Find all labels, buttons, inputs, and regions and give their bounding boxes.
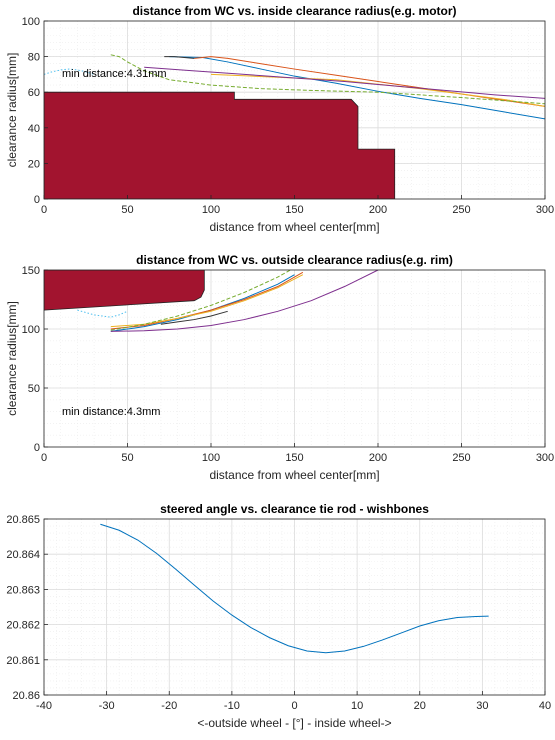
x-tick-label: -40 [36, 700, 52, 712]
x-tick-label: 100 [202, 452, 220, 464]
y-tick-label: 100 [22, 16, 40, 28]
clearance-obstacle [44, 91, 396, 199]
y-tick-label: 20.863 [6, 584, 40, 596]
x-tick-label: 100 [202, 204, 220, 216]
chart-title: steered angle vs. clearance tie rod - wi… [160, 502, 429, 516]
y-tick-label: 20.864 [6, 549, 40, 561]
y-tick-label: 20 [28, 158, 40, 170]
series-line-7 [164, 56, 195, 59]
chart-1: 0 50 100 150 200 250 300 0 20 40 60 80 100 distance f… [5, 4, 554, 234]
x-axis-label: distance from wheel center[mm] [209, 220, 379, 234]
x-tick-label: 20 [414, 700, 426, 712]
series-line-5 [110, 270, 292, 331]
x-tick-label: 30 [476, 700, 488, 712]
x-tick-label: 250 [452, 204, 470, 216]
x-axis-label: distance from wheel center[mm] [209, 468, 379, 482]
x-tick-label: 10 [351, 700, 363, 712]
x-tick-label: 50 [121, 452, 133, 464]
series-line-5 [110, 54, 545, 105]
x-tick-label: 0 [41, 452, 47, 464]
y-tick-label: 0 [34, 194, 40, 206]
chart-title: distance from WC vs. inside clearance ra… [132, 4, 456, 18]
series-line-1 [169, 56, 545, 120]
x-tick-label: -20 [161, 700, 177, 712]
y-tick-label: 40 [28, 123, 40, 135]
y-tick-label: 20.862 [6, 620, 40, 632]
y-tick-label: 20.865 [6, 514, 40, 526]
y-tick-label: 80 [28, 52, 40, 64]
series-line-1 [100, 523, 489, 654]
x-tick-label: 300 [536, 452, 554, 464]
x-tick-label: 150 [285, 452, 303, 464]
x-axis-label: <-outside wheel - [°] - inside wheel-> [197, 716, 391, 730]
y-tick-label: 50 [28, 383, 40, 395]
y-tick-label: 100 [22, 324, 40, 336]
chart-2: 0 50 100 150 200 250 300 0 50 100 150 distance from… [5, 253, 554, 482]
x-tick-label: 0 [291, 700, 297, 712]
y-tick-label: 60 [28, 87, 40, 99]
series-line-2 [110, 271, 304, 330]
y-tick-label: 20.86 [12, 690, 40, 702]
x-tick-label: 150 [285, 204, 303, 216]
series-line-7 [160, 310, 228, 325]
x-tick-label: -10 [224, 700, 240, 712]
x-tick-label: 40 [539, 700, 551, 712]
series-line-4 [110, 270, 379, 332]
y-tick-label: 20.861 [6, 655, 40, 667]
chart-title: distance from WC vs. outside clearance r… [136, 253, 453, 267]
clearance-obstacle [44, 270, 205, 311]
y-axis-label: clearance radius[mm] [5, 53, 19, 168]
series-line-6 [44, 68, 95, 75]
x-tick-label: 200 [369, 452, 387, 464]
chart-3: -40 -30 -20 -10 0 10 20 30 40 20.86 20.861 20.862 20… [6, 502, 551, 730]
y-tick-label: 150 [22, 265, 40, 277]
x-tick-label: -30 [99, 700, 115, 712]
series-line-4 [144, 66, 545, 99]
min-distance-annotation: min distance:4.3mm [62, 406, 160, 418]
y-axis-label: clearance radius[mm] [5, 301, 19, 416]
x-tick-label: 50 [121, 204, 133, 216]
y-tick-label: 0 [34, 442, 40, 454]
x-tick-label: 200 [369, 204, 387, 216]
min-distance-annotation: min distance:4.31mm [62, 68, 167, 80]
x-tick-label: 300 [536, 204, 554, 216]
x-tick-label: 250 [452, 452, 470, 464]
series-line-6 [77, 309, 128, 318]
x-tick-label: 0 [41, 204, 47, 216]
